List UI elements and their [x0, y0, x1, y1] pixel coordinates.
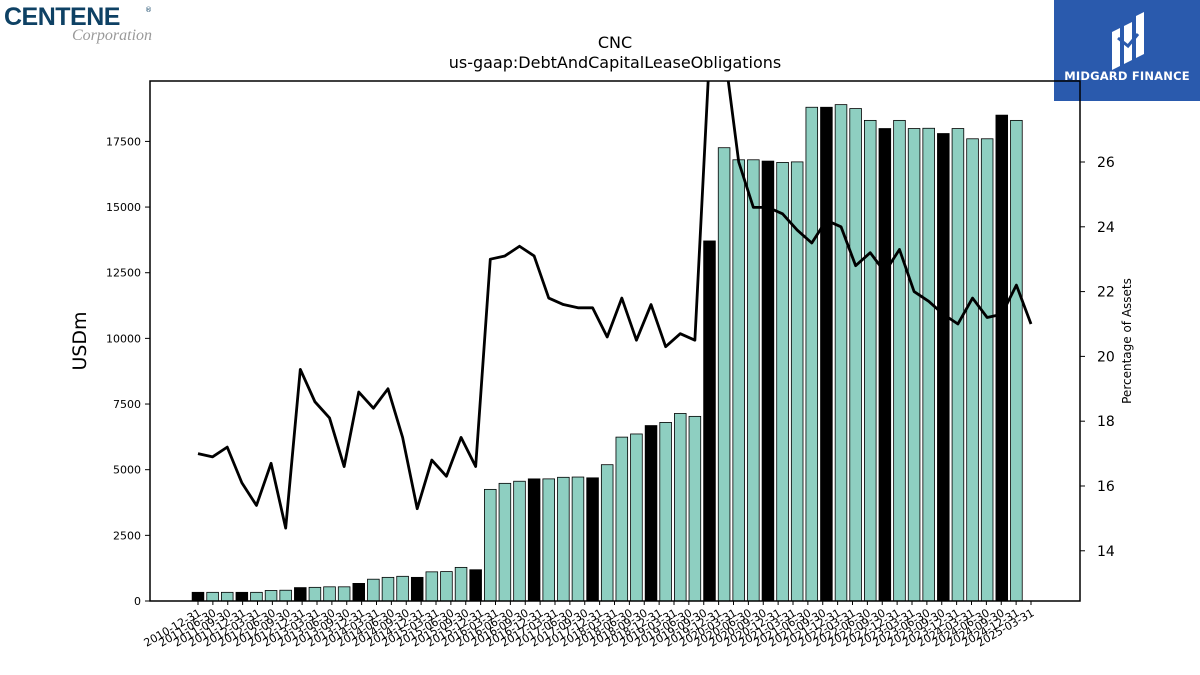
midgard-wordmark: MIDGARD FINANCE [1064, 69, 1190, 83]
bar-2015-12-31 [484, 488, 497, 602]
centene-wordmark: CENTENE [4, 3, 120, 31]
left-tick-label: 17500 [106, 135, 141, 148]
right-tick-label: 18 [1097, 414, 1115, 430]
right-tick-label: 16 [1097, 479, 1115, 495]
bar-2024-09-30 [995, 114, 1009, 602]
bar-2018-12-31 [659, 422, 672, 602]
bar-2014-12-31 [425, 571, 439, 602]
x-axis-ticks: 2010-12-312011-06-302011-09-302011-12-31… [142, 601, 1037, 650]
bar-2021-09-30 [820, 106, 833, 602]
left-tick-label: 7500 [113, 398, 141, 411]
bar-2022-03-31 [849, 108, 862, 602]
bar-2016-03-31 [498, 482, 512, 602]
bar-2011-03-31 [206, 591, 219, 602]
bar-2024-06-30 [980, 138, 994, 602]
bar-2015-06-30 [454, 566, 468, 602]
bar-2022-12-31 [893, 119, 906, 602]
bar-2023-09-30 [937, 133, 950, 602]
bar-2018-09-30 [644, 425, 658, 602]
bar-2021-06-30 [805, 106, 819, 602]
bar-2013-03-31 [323, 586, 336, 602]
left-tick-label: 2500 [113, 529, 141, 542]
bar-2014-03-31 [381, 576, 395, 602]
bar-2017-12-31 [600, 464, 614, 602]
midgard-finance-logo: MIDGARD FINANCE [1054, 0, 1200, 101]
bar-2012-12-31 [308, 586, 322, 602]
bar-2019-03-31 [674, 413, 687, 602]
bar-2013-09-30 [352, 583, 366, 602]
bar-2018-06-30 [630, 433, 643, 602]
y2-axis-label: Percentage of Assets [1120, 278, 1134, 404]
bar-2017-06-30 [571, 476, 585, 602]
bar-series [191, 104, 1023, 602]
bar-2022-09-30 [878, 128, 892, 602]
bar-2015-09-30 [469, 569, 482, 602]
bar-2021-12-31 [834, 104, 848, 602]
bar-2020-06-30 [747, 159, 760, 602]
bar-2014-09-30 [410, 576, 424, 602]
bar-2022-06-30 [864, 119, 877, 602]
bar-2010-12-31 [191, 591, 205, 602]
left-axis-ticks: 0 2500 5000 7500 10000 12500 15000 17500 [106, 135, 150, 608]
bar-2020-12-31 [776, 162, 789, 602]
bar-2023-06-30 [922, 127, 935, 602]
bar-2013-12-31 [367, 578, 380, 602]
y-axis-label: USDm [69, 311, 91, 370]
bar-2011-09-30 [235, 591, 249, 602]
bar-2024-03-31 [966, 138, 979, 602]
bar-2020-03-31 [732, 159, 745, 602]
bar-2012-03-31 [264, 590, 278, 602]
bar-2019-12-31 [717, 147, 731, 602]
bar-2012-06-30 [279, 589, 292, 602]
bar-2021-03-31 [790, 161, 804, 602]
bar-2017-03-31 [557, 476, 570, 602]
bar-2019-09-30 [703, 240, 716, 602]
bar-2016-12-31 [542, 478, 555, 602]
bar-2023-03-31 [907, 128, 921, 602]
bar-2011-12-31 [250, 591, 263, 602]
bar-2013-06-30 [337, 586, 351, 602]
left-tick-label: 5000 [113, 464, 141, 477]
right-axis-ticks: 14 16 18 20 22 24 26 [1080, 155, 1115, 560]
bar-2024-12-31 [1010, 119, 1023, 602]
centene-logo: CENTENE ® Corporation [4, 3, 174, 48]
right-tick-label: 20 [1097, 349, 1115, 365]
bar-2019-06-30 [688, 415, 702, 602]
bar-2011-06-30 [220, 591, 234, 602]
left-tick-label: 10000 [106, 332, 141, 345]
left-tick-label: 12500 [106, 267, 141, 280]
bar-2020-09-30 [761, 160, 775, 602]
bar-2012-09-30 [294, 587, 307, 602]
chart-title: CNC [598, 33, 632, 52]
chart-subtitle: us-gaap:DebtAndCapitalLeaseObligations [449, 53, 782, 72]
bar-2016-06-30 [513, 480, 526, 602]
midgard-emblem-icon [1112, 12, 1144, 70]
right-tick-label: 24 [1097, 220, 1115, 236]
bar-2015-03-31 [440, 571, 453, 602]
bar-2014-06-30 [396, 575, 409, 602]
line-series [197, 81, 1033, 530]
plot-frame [149, 80, 1081, 602]
bar-2016-09-30 [527, 478, 541, 602]
left-tick-label: 0 [134, 595, 141, 608]
registered-mark: ® [145, 6, 152, 14]
left-tick-label: 15000 [106, 201, 141, 214]
bar-2023-12-31 [951, 128, 965, 602]
centene-subtitle: Corporation [72, 27, 153, 44]
right-tick-label: 14 [1097, 544, 1115, 560]
right-tick-label: 26 [1097, 155, 1115, 171]
percentage-of-assets-line [197, 81, 1033, 530]
right-tick-label: 22 [1097, 285, 1115, 301]
bar-2018-03-31 [615, 436, 629, 602]
bar-2017-09-30 [586, 477, 599, 602]
